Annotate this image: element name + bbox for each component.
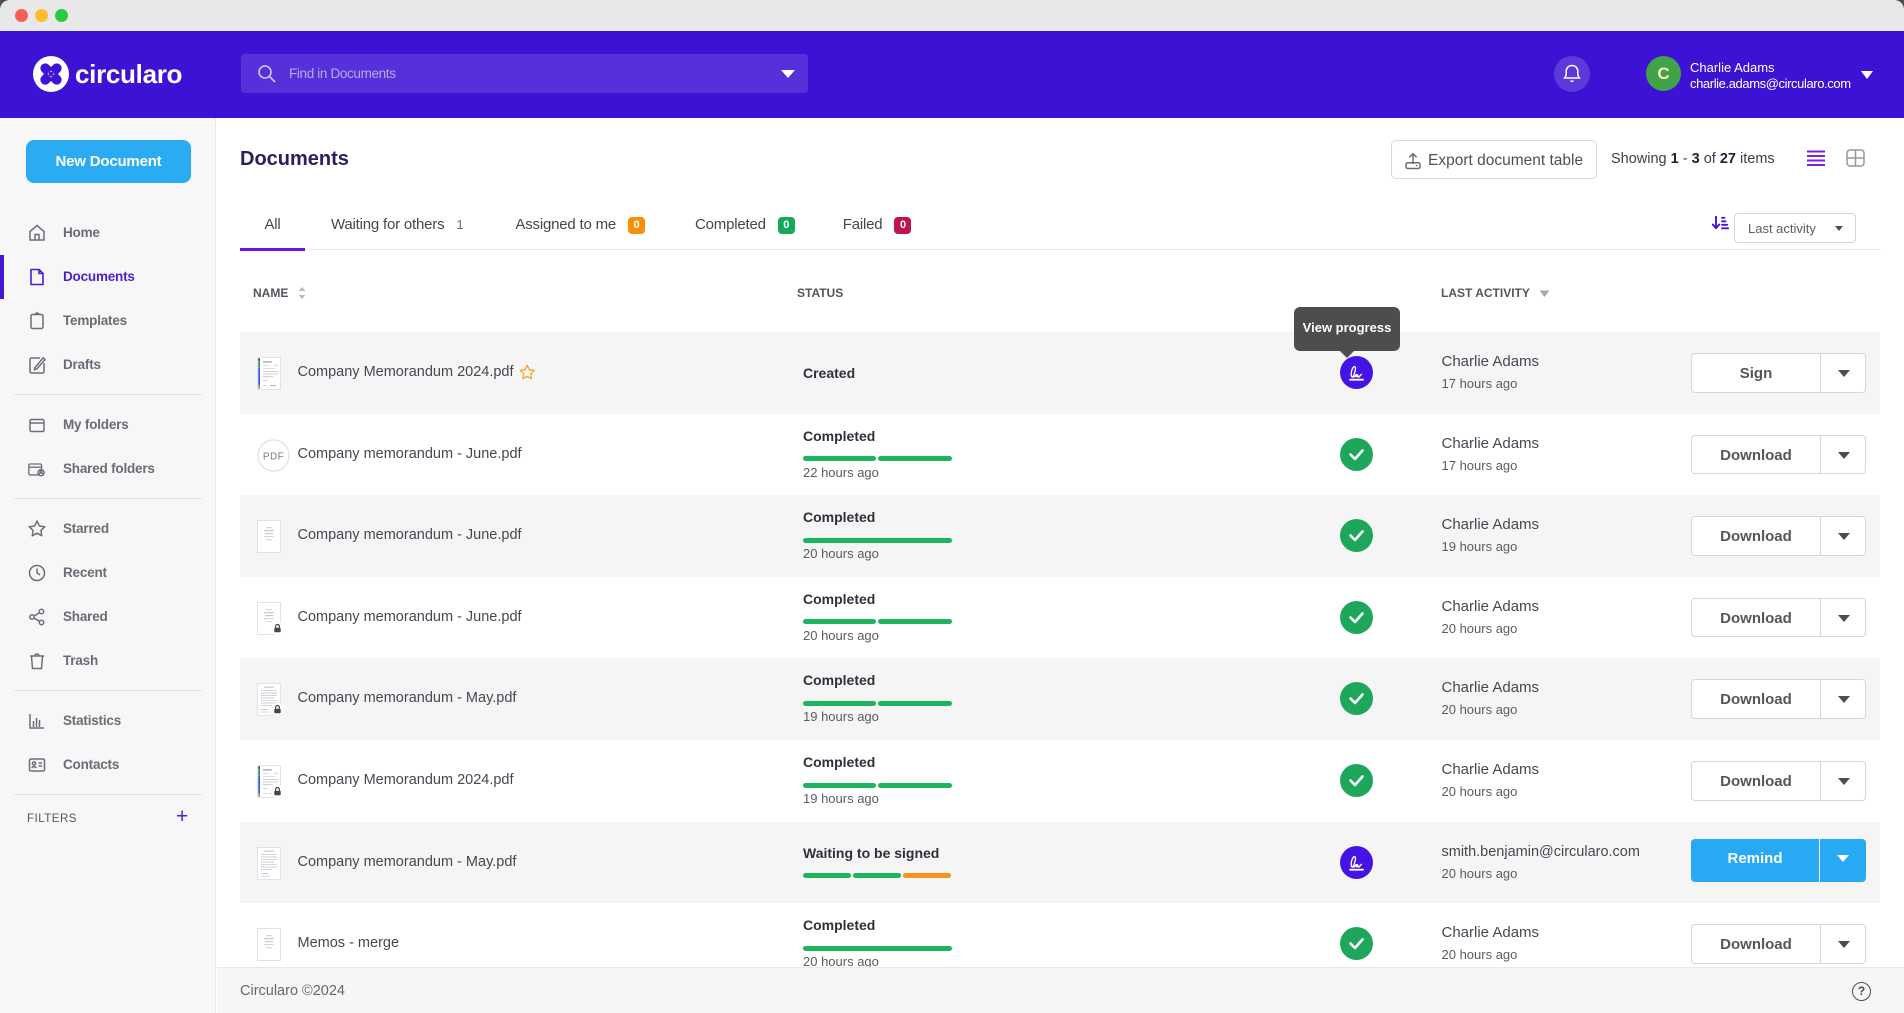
svg-text:PDF: PDF	[263, 451, 284, 462]
